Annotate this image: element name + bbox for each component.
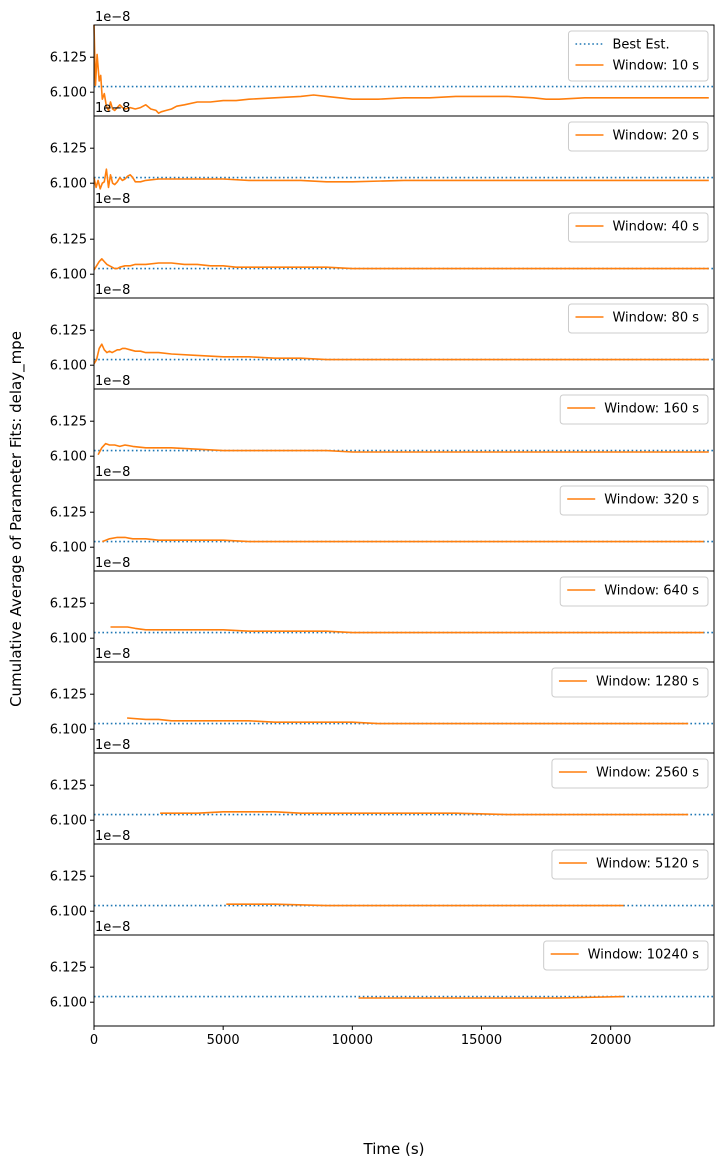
offset-text: 1e−8 bbox=[95, 738, 130, 753]
y-tick-label: 6.125 bbox=[50, 688, 87, 703]
legend-box bbox=[567, 303, 709, 334]
legend-label: Window: 1280 s bbox=[596, 675, 699, 690]
legend-box bbox=[543, 940, 709, 971]
y-tick-label: 6.100 bbox=[50, 268, 87, 283]
legend: Window: 320 s bbox=[559, 485, 709, 516]
panel-6: 6.100 6.125 1e−8 Window: 320 s bbox=[50, 465, 715, 572]
y-tick-label: 6.100 bbox=[50, 723, 87, 738]
y-tick-label: 6.100 bbox=[50, 541, 87, 556]
offset-text: 1e−8 bbox=[95, 101, 130, 116]
legend: Window: 2560 s bbox=[551, 758, 709, 789]
panel-7: 6.100 6.125 1e−8 Window: 640 s bbox=[50, 556, 715, 663]
legend-box bbox=[551, 667, 709, 698]
legend-box bbox=[567, 30, 709, 82]
y-tick-label: 6.125 bbox=[50, 597, 87, 612]
x-tick-label: 0 bbox=[90, 1033, 98, 1048]
x-tick-label: 5000 bbox=[207, 1033, 240, 1048]
legend-box bbox=[559, 485, 709, 516]
legend-box bbox=[559, 576, 709, 607]
x-tick-label: 20000 bbox=[590, 1033, 631, 1048]
y-tick-label: 6.100 bbox=[50, 814, 87, 829]
legend-box bbox=[551, 758, 709, 789]
series-line bbox=[93, 257, 709, 271]
legend-label: Window: 10 s bbox=[612, 59, 699, 74]
offset-text: 1e−8 bbox=[95, 829, 130, 844]
x-tick-label: 15000 bbox=[461, 1033, 502, 1048]
panel-3: 6.100 6.125 1e−8 Window: 40 s bbox=[50, 192, 715, 299]
x-axis-label: Time (s) bbox=[363, 1140, 425, 1158]
legend-box bbox=[567, 121, 709, 152]
legend-label: Window: 640 s bbox=[604, 584, 699, 599]
legend-box bbox=[551, 849, 709, 880]
y-tick-label: 6.125 bbox=[50, 415, 87, 430]
offset-text: 1e−8 bbox=[95, 283, 130, 298]
y-tick-label: 6.100 bbox=[50, 996, 87, 1011]
legend: Window: 1280 s bbox=[551, 667, 709, 698]
legend: Window: 160 s bbox=[559, 394, 709, 425]
legend: Window: 80 s bbox=[567, 303, 709, 334]
y-axis-label: Cumulative Average of Parameter Fits: de… bbox=[7, 331, 26, 707]
legend-label: Window: 2560 s bbox=[596, 766, 699, 781]
x-tick-label: 10000 bbox=[332, 1033, 373, 1048]
offset-text: 1e−8 bbox=[95, 192, 130, 207]
series-line bbox=[93, 24, 709, 114]
offset-text: 1e−8 bbox=[95, 647, 130, 662]
series-line bbox=[102, 536, 704, 543]
y-tick-label: 6.125 bbox=[50, 870, 87, 885]
legend-label: Window: 20 s bbox=[612, 129, 699, 144]
offset-text: 1e−8 bbox=[95, 465, 130, 480]
legend-label: Window: 10240 s bbox=[588, 948, 700, 963]
legend-label: Window: 5120 s bbox=[596, 857, 699, 872]
legend: Window: 40 s bbox=[567, 212, 709, 243]
offset-text: 1e−8 bbox=[95, 10, 130, 25]
legend-box bbox=[567, 212, 709, 243]
y-tick-label: 6.125 bbox=[50, 142, 87, 157]
legend-label: Window: 40 s bbox=[612, 220, 699, 235]
y-tick-label: 6.125 bbox=[50, 779, 87, 794]
series-line bbox=[358, 995, 624, 999]
legend-label: Window: 160 s bbox=[604, 402, 699, 417]
y-tick-label: 6.100 bbox=[50, 86, 87, 101]
y-tick-label: 6.100 bbox=[50, 905, 87, 920]
panel-10: 6.100 6.125 1e−8 Window: 5120 s bbox=[50, 829, 715, 936]
y-tick-label: 6.100 bbox=[50, 450, 87, 465]
series-line bbox=[97, 442, 709, 456]
panel-1: 6.100 6.125 1e−8 Best Est. Window: 10 s bbox=[50, 10, 715, 117]
y-tick-label: 6.100 bbox=[50, 359, 87, 374]
panel-frame bbox=[93, 934, 715, 1027]
series-line bbox=[226, 903, 624, 907]
y-tick-label: 6.125 bbox=[50, 324, 87, 339]
offset-text: 1e−8 bbox=[95, 556, 130, 571]
series-line bbox=[93, 343, 709, 365]
legend: Best Est. Window: 10 s bbox=[567, 30, 709, 82]
series-line bbox=[110, 626, 704, 634]
series-line bbox=[160, 810, 689, 816]
panel-4: 6.100 6.125 1e−8 Window: 80 s bbox=[50, 283, 715, 390]
panel-9: 6.100 6.125 1e−8 Window: 2560 s bbox=[50, 738, 715, 845]
panel-2: 6.100 6.125 1e−8 Window: 20 s bbox=[50, 101, 715, 208]
legend: Window: 640 s bbox=[559, 576, 709, 607]
series-line bbox=[93, 168, 709, 190]
y-tick-label: 6.100 bbox=[50, 177, 87, 192]
panel-5: 6.100 6.125 1e−8 Window: 160 s bbox=[50, 374, 715, 481]
series-line bbox=[127, 717, 689, 725]
legend-label: Window: 320 s bbox=[604, 493, 699, 508]
y-tick-label: 6.125 bbox=[50, 233, 87, 248]
legend-label: Window: 80 s bbox=[612, 311, 699, 326]
offset-text: 1e−8 bbox=[95, 374, 130, 389]
legend-box bbox=[559, 394, 709, 425]
legend: Window: 20 s bbox=[567, 121, 709, 152]
legend: Window: 5120 s bbox=[551, 849, 709, 880]
y-tick-label: 6.125 bbox=[50, 51, 87, 66]
panel-11: 6.100 6.125 1e−8 0 5000 10000 15000 20000 Window… bbox=[50, 920, 715, 1048]
y-tick-label: 6.125 bbox=[50, 506, 87, 521]
offset-text: 1e−8 bbox=[95, 920, 130, 935]
y-tick-label: 6.100 bbox=[50, 632, 87, 647]
panel-8: 6.100 6.125 1e−8 Window: 1280 s bbox=[50, 647, 715, 754]
legend-label: Best Est. bbox=[612, 38, 669, 53]
legend: Window: 10240 s bbox=[543, 940, 709, 971]
y-tick-label: 6.125 bbox=[50, 961, 87, 976]
